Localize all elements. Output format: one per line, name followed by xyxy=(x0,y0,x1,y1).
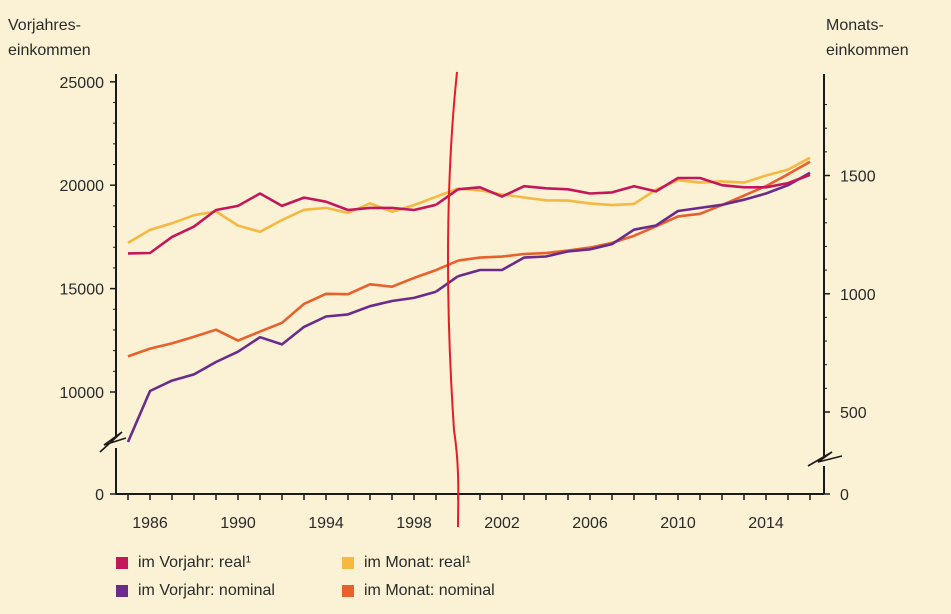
right-axis-title-line1: Monats- xyxy=(826,17,884,34)
legend-item-vorjahr-nominal: im Vorjahr: nominal xyxy=(116,580,275,602)
left-axis-tick-label: 15000 xyxy=(60,282,105,299)
legend-swatch-vorjahr-real xyxy=(116,557,128,569)
series-line xyxy=(127,268,437,358)
series-line xyxy=(457,156,811,207)
legend-item-monat-real: im Monat: real¹ xyxy=(342,552,471,574)
legend-label-monat-real: im Monat: real¹ xyxy=(364,554,471,571)
right-axis-break-mark xyxy=(807,451,843,467)
series-line xyxy=(127,192,437,255)
legend-swatch-monat-nominal xyxy=(342,585,354,597)
x-axis-tick-label: 2002 xyxy=(484,515,520,532)
series-line xyxy=(457,173,811,198)
x-axis-tick-label: 1986 xyxy=(132,515,168,532)
right-axis-tick-label: 1000 xyxy=(840,287,876,304)
series-line-bridge xyxy=(435,259,459,272)
series-layer xyxy=(126,156,811,443)
series-line-bridge xyxy=(435,187,459,199)
x-axis-tick-label: 2014 xyxy=(748,515,784,532)
series-line-bridge xyxy=(435,188,459,206)
right-axis-tick-label: 0 xyxy=(840,487,849,504)
left-axis-title-line2: einkommen xyxy=(8,42,91,59)
legend-label-vorjahr-nominal: im Vorjahr: nominal xyxy=(138,582,275,599)
legend-item-monat-nominal: im Monat: nominal xyxy=(342,580,495,602)
right-axis-tick-label: 500 xyxy=(840,405,867,422)
x-axis-tick-label: 2010 xyxy=(660,515,696,532)
series-line-bridge xyxy=(435,275,459,293)
right-axis-tick-label: 1500 xyxy=(840,169,876,186)
left-axis-tick-label: 20000 xyxy=(60,178,105,195)
legend-swatch-monat-real xyxy=(342,557,354,569)
series-line xyxy=(457,171,811,278)
x-axis-tick-label: 1994 xyxy=(308,515,344,532)
legend-label-monat-nominal: im Monat: nominal xyxy=(364,582,495,599)
x-axis-tick-label: 1998 xyxy=(396,515,432,532)
legend-label-vorjahr-real: im Vorjahr: real¹ xyxy=(138,554,251,571)
axes: 25000 20000 15000 10000 0 1500 1000 500 0 1986 199… xyxy=(60,74,876,532)
series-break-line xyxy=(446,71,460,528)
x-axis-tick-label: 2006 xyxy=(572,515,608,532)
legend-item-vorjahr-real: im Vorjahr: real¹ xyxy=(116,552,251,574)
series-line xyxy=(457,160,811,262)
left-axis-tick-label: 25000 xyxy=(60,75,105,92)
left-axis-tick-label: 10000 xyxy=(60,385,105,402)
left-axis-tick-label: 0 xyxy=(95,487,104,504)
right-axis-title-line2: einkommen xyxy=(826,42,909,59)
legend-swatch-vorjahr-nominal xyxy=(116,585,128,597)
legend: im Vorjahr: real¹ im Vorjahr: nominal im… xyxy=(116,552,716,608)
left-axis-break-mark xyxy=(99,431,127,453)
x-axis-tick-label: 1990 xyxy=(220,515,256,532)
left-axis-title-line1: Vorjahres- xyxy=(8,17,81,34)
series-line xyxy=(126,290,437,443)
